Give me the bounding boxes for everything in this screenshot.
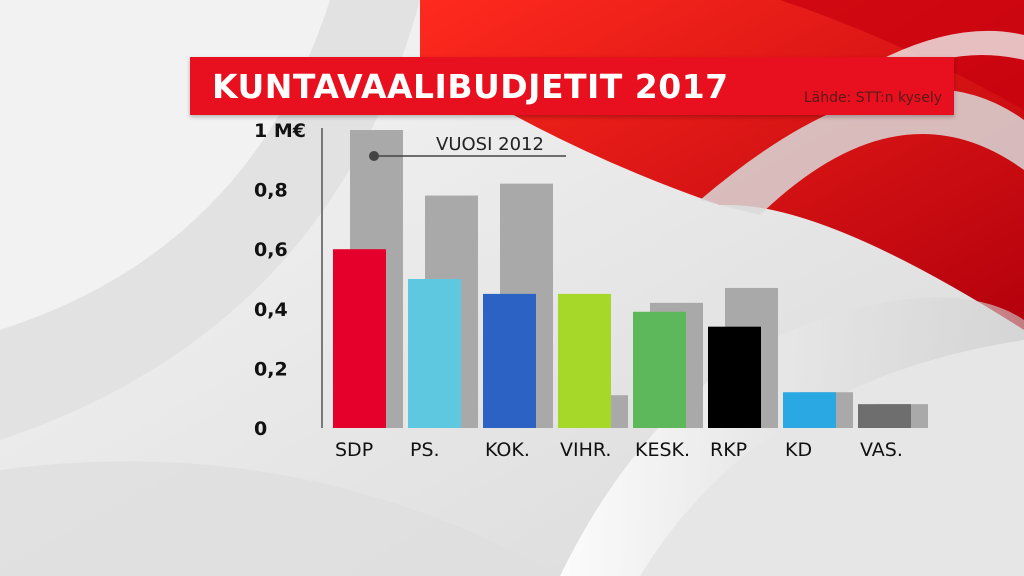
legend-label: VUOSI 2012 [436,134,544,155]
category-label: PS. [410,439,440,461]
source-note: Lähde: STT:n kysely [803,90,942,106]
y-tick-label: 0,8 [254,180,288,202]
category-label: KD [785,439,812,461]
category-label: RKP [710,439,747,461]
title-bar: KUNTAVAALIBUDJETIT 2017 Lähde: STT:n kys… [190,57,954,115]
y-tick-label: 0,4 [254,299,288,321]
bar-2017 [408,279,461,428]
bar-2017 [708,326,761,428]
category-label: KESK. [635,439,690,461]
category-label: KOK. [485,439,530,461]
y-axis-ticks: 0 0,2 0,4 0,6 0,8 1 M€ [254,120,306,440]
y-tick-label: 0,6 [254,239,288,261]
legend: VUOSI 2012 [369,134,566,161]
category-label: SDP [335,439,373,461]
bar-2017 [783,392,836,428]
category-label: VAS. [860,439,903,461]
y-tick-label: 1 M€ [254,120,306,142]
y-tick-label: 0,2 [254,358,288,380]
bar-2017 [858,404,911,428]
chart-title: KUNTAVAALIBUDJETIT 2017 [212,67,729,106]
bar-2017 [333,249,386,428]
bar-2017 [558,293,611,428]
category-label: VIHR. [560,439,611,461]
current-series-bars [333,249,911,428]
bar-2017 [483,293,536,428]
category-labels: SDP PS. KOK. VIHR. KESK. RKP KD VAS. [335,439,903,461]
y-tick-label: 0 [254,418,267,440]
bar-2017 [633,311,686,428]
